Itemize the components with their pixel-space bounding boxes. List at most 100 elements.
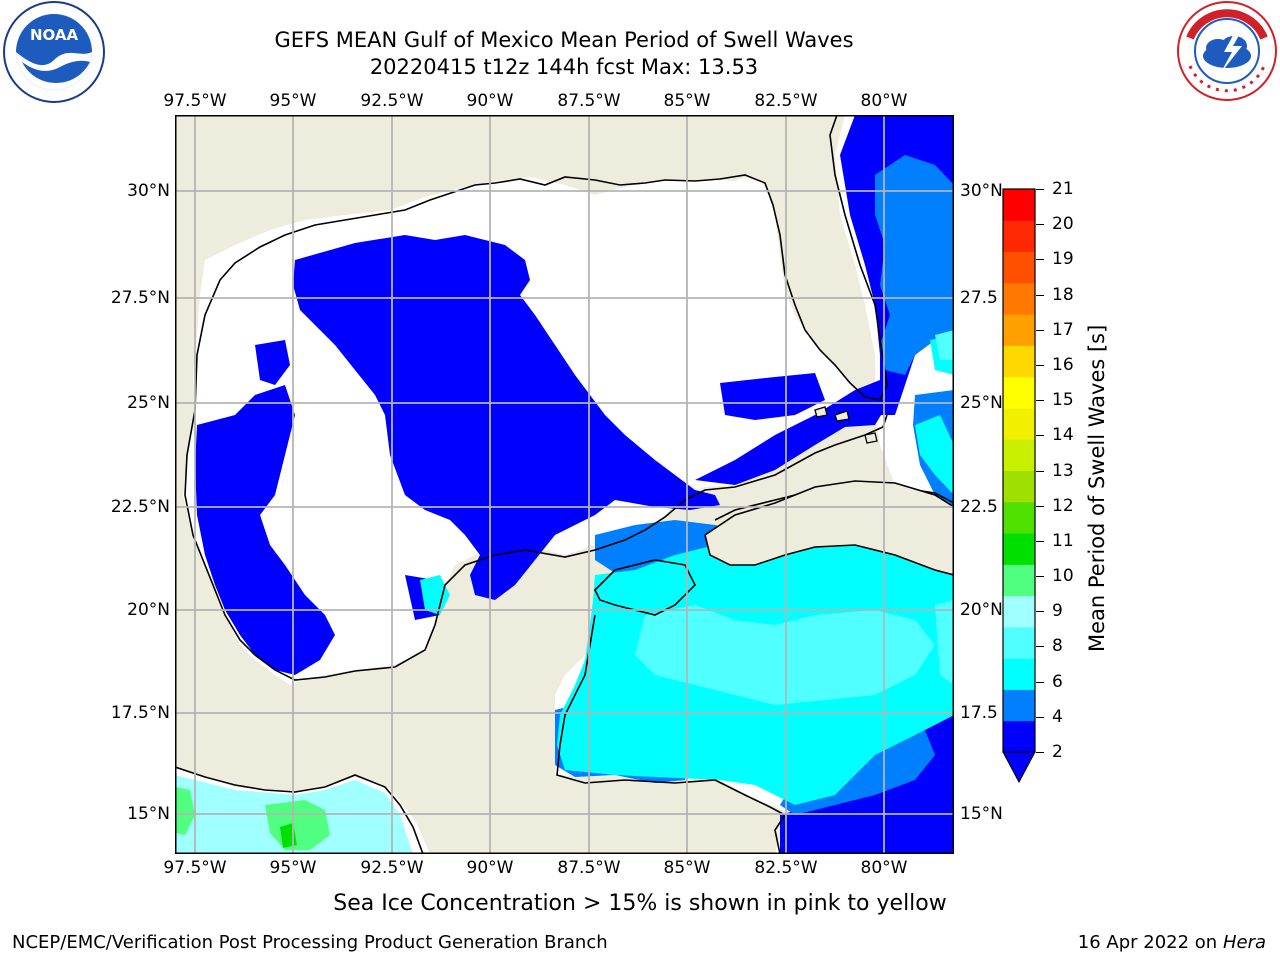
lon-tick-top: 97.5°W xyxy=(163,91,227,111)
colorbar-label: Mean Period of Swell Waves [s] xyxy=(1085,324,1109,652)
islands xyxy=(814,406,878,444)
lon-tick-top: 80°W xyxy=(860,91,908,111)
colorbar-tick-label: 2 xyxy=(1052,742,1063,762)
colorbar-tick-mark xyxy=(1036,224,1044,226)
colorbar-segment xyxy=(1003,314,1035,346)
colorbar-segment xyxy=(1003,376,1035,409)
lon-tick-bottom: 87.5°W xyxy=(557,858,621,878)
colorbar-tick-label: 18 xyxy=(1052,284,1074,305)
colorbar-tick-label: 16 xyxy=(1052,354,1074,375)
colorbar-tick-label: 10 xyxy=(1052,566,1074,587)
colorbar-svg xyxy=(1002,188,1036,784)
lat-tick-left: 17.5°N xyxy=(110,703,170,723)
colorbar-tick-mark xyxy=(1036,329,1044,331)
lon-tick-top: 85°W xyxy=(663,91,711,111)
lat-tick-left: 20°N xyxy=(127,600,170,620)
footer-date: 16 Apr 2022 on xyxy=(1077,932,1223,953)
colorbar-segment xyxy=(1003,439,1035,471)
footer-host: Hera xyxy=(1222,932,1266,953)
colorbar-tick-label: 17 xyxy=(1052,319,1074,340)
colorbar-tick-label: 21 xyxy=(1052,179,1074,199)
colorbar-segment xyxy=(1003,470,1035,503)
colorbar-segment xyxy=(1003,501,1035,534)
colorbar-segment xyxy=(1003,595,1035,628)
colorbar-tick-label: 6 xyxy=(1052,671,1063,692)
colorbar-tick-mark xyxy=(1036,681,1044,683)
swell-band-8-9s xyxy=(635,330,954,705)
graticule xyxy=(175,115,954,854)
lon-tick-top: 90°W xyxy=(466,91,514,111)
map-frame xyxy=(175,115,954,854)
sea-ice-note: Sea Ice Concentration > 15% is shown in … xyxy=(333,891,947,916)
map-svg xyxy=(175,115,954,854)
colorbar-segment xyxy=(1003,689,1035,722)
cuba xyxy=(704,480,954,576)
colorbar-tick-mark xyxy=(1036,646,1044,648)
colorbar-segment xyxy=(1003,345,1035,378)
colorbar-tick-mark xyxy=(1036,435,1044,437)
colorbar-segment xyxy=(1003,189,1035,221)
colorbar-tick-label: 4 xyxy=(1052,706,1063,727)
lon-tick-bottom: 92.5°W xyxy=(360,858,424,878)
colorbar-tick-label: 11 xyxy=(1052,530,1074,551)
lat-tick-right: 30°N xyxy=(960,181,1003,201)
colorbar-tick-mark xyxy=(1036,400,1044,402)
lat-tick-right: 15°N xyxy=(960,804,1003,824)
lon-tick-top: 95°W xyxy=(269,91,317,111)
colorbar-tick-mark xyxy=(1036,611,1044,613)
colorbar-tick-label: 9 xyxy=(1052,601,1063,622)
colorbar xyxy=(1002,188,1036,784)
lat-tick-right: 17.5 xyxy=(960,703,998,723)
lat-tick-right: 22.5 xyxy=(960,497,998,517)
colorbar-extend-arrow xyxy=(1002,751,1036,784)
lat-tick-right: 27.5 xyxy=(960,288,998,308)
colorbar-tick-label: 19 xyxy=(1052,249,1074,270)
colorbar-tick-mark xyxy=(1036,470,1044,472)
lat-tick-left: 25°N xyxy=(127,393,170,413)
lat-tick-left: 30°N xyxy=(127,181,170,201)
colorbar-segment xyxy=(1003,626,1035,659)
lat-tick-right: 20°N xyxy=(960,600,1003,620)
colorbar-segment xyxy=(1003,720,1035,753)
lon-tick-bottom: 85°W xyxy=(663,858,711,878)
coastlines xyxy=(175,115,954,854)
chart-subtitle: 20220415 t12z 144h fcst Max: 13.53 xyxy=(369,55,759,79)
colorbar-tick-mark xyxy=(1036,505,1044,507)
lon-tick-top: 82.5°W xyxy=(754,91,818,111)
colorbar-tick-mark xyxy=(1036,364,1044,366)
noaa-logo-text: NOAA xyxy=(30,26,79,44)
footer-right: 16 Apr 2022 on Hera xyxy=(1078,932,1266,954)
colorbar-tick-label: 15 xyxy=(1052,390,1074,411)
footer-left: NCEP/EMC/Verification Post Processing Pr… xyxy=(12,932,608,953)
colorbar-segment xyxy=(1003,658,1035,690)
lat-tick-left: 27.5°N xyxy=(110,288,170,308)
colorbar-tick-mark xyxy=(1036,189,1044,190)
lat-tick-left: 15°N xyxy=(127,804,170,824)
colorbar-tick-mark xyxy=(1036,716,1044,718)
chart-title: GEFS MEAN Gulf of Mexico Mean Period of … xyxy=(274,28,854,52)
lon-tick-bottom: 95°W xyxy=(269,858,317,878)
colorbar-tick-mark xyxy=(1036,294,1044,296)
lat-tick-left: 22.5°N xyxy=(110,497,170,517)
colorbar-segment xyxy=(1003,533,1035,565)
colorbar-tick-mark xyxy=(1036,259,1044,261)
colorbar-tick-label: 13 xyxy=(1052,460,1074,481)
lon-tick-bottom: 82.5°W xyxy=(754,858,818,878)
colorbar-segment xyxy=(1003,220,1035,253)
lat-tick-right: 25°N xyxy=(960,393,1003,413)
colorbar-frame xyxy=(1002,188,1036,753)
colorbar-tick-label: 12 xyxy=(1052,495,1074,516)
lon-tick-bottom: 80°W xyxy=(860,858,908,878)
lon-tick-bottom: 97.5°W xyxy=(163,858,227,878)
noaa-logo: NOAA xyxy=(2,0,106,104)
nws-logo xyxy=(1176,0,1278,102)
colorbar-tick-label: 20 xyxy=(1052,214,1074,235)
lon-tick-top: 87.5°W xyxy=(557,91,621,111)
colorbar-segment xyxy=(1003,251,1035,284)
lon-tick-top: 92.5°W xyxy=(360,91,424,111)
colorbar-segment xyxy=(1003,282,1035,315)
colorbar-tick-mark xyxy=(1036,576,1044,578)
colorbar-tick-mark xyxy=(1036,752,1044,753)
colorbar-tick-mark xyxy=(1036,540,1044,542)
colorbar-segment xyxy=(1003,564,1035,597)
